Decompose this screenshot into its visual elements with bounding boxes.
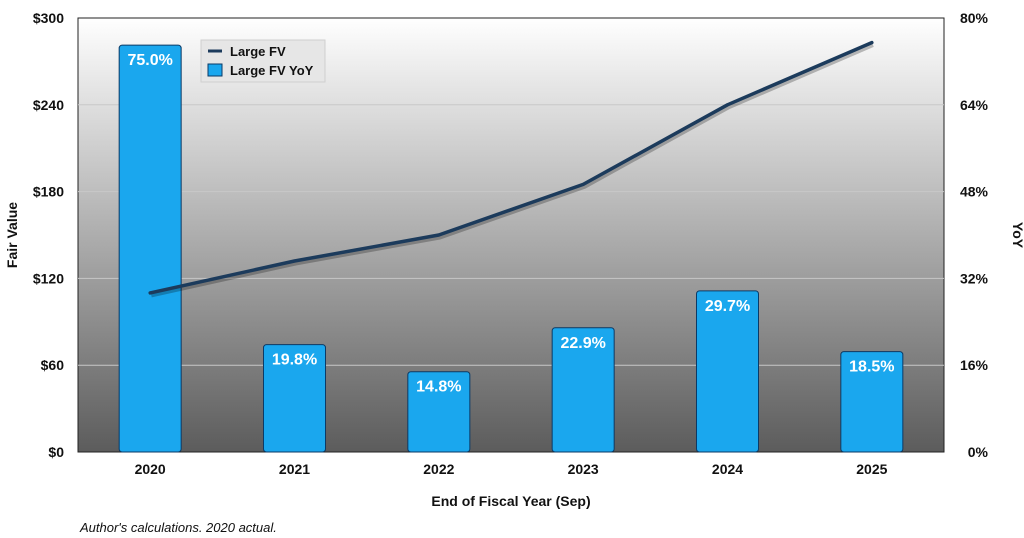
bar — [840, 351, 904, 453]
x-tick-label: 2025 — [856, 461, 887, 477]
x-axis-title: End of Fiscal Year (Sep) — [431, 493, 590, 509]
x-tick-label: 2021 — [279, 461, 310, 477]
bar-value-label: 19.8% — [272, 352, 317, 369]
line-point — [581, 182, 585, 186]
bar — [118, 44, 182, 453]
x-axis-ticks: 2020 2021 2022 2023 2024 2025 — [135, 461, 888, 477]
line-point — [437, 233, 441, 237]
bar-value-label: 22.9% — [560, 335, 605, 352]
x-tick-label: 2024 — [712, 461, 743, 477]
bar — [551, 327, 615, 453]
bar-value-label: 75.0% — [127, 52, 172, 69]
bar-value-label: 14.8% — [416, 379, 461, 396]
legend-label-line: Large FV — [230, 44, 286, 59]
bar-value-label: 29.7% — [705, 298, 750, 315]
line-series-shadow — [150, 42, 874, 298]
bar — [263, 344, 326, 453]
y2-tick-label: 48% — [960, 184, 989, 200]
legend-label-bar: Large FV YoY — [230, 63, 314, 78]
line-point — [293, 259, 296, 263]
y2-axis-ticks: 0% 16% 32% 48% 64% 80% — [960, 10, 989, 460]
legend-bar-swatch — [207, 63, 223, 77]
y2-tick-label: 80% — [960, 10, 989, 26]
legend: Large FV Large FV YoY — [200, 39, 326, 83]
y2-tick-label: 32% — [960, 270, 989, 286]
line-point — [726, 103, 729, 107]
x-tick-label: 2023 — [568, 461, 599, 477]
bar-value-label: 18.5% — [849, 359, 894, 376]
line-point — [148, 291, 152, 295]
y2-tick-label: 64% — [960, 97, 989, 113]
footnote: Author's calculations. 2020 actual. — [79, 520, 277, 535]
bar-labels: 75.0% 19.8% 14.8% 22.9% 29.7% 18.5% — [127, 52, 894, 396]
y-tick-label: $300 — [33, 10, 64, 26]
y-axis-ticks: $0 $60 $120 $180 $240 $300 — [33, 10, 64, 460]
y-tick-label: $120 — [33, 270, 64, 286]
line-series-path — [148, 40, 874, 295]
x-tick-label: 2022 — [423, 461, 454, 477]
y-tick-label: $0 — [48, 444, 64, 460]
y2-tick-label: 16% — [960, 357, 989, 373]
y2-tick-label: 0% — [968, 444, 989, 460]
x-tick-label: 2020 — [135, 461, 166, 477]
y2-axis-title: YoY — [1010, 222, 1024, 249]
y-axis-title: Fair Value — [4, 202, 20, 268]
y-tick-label: $180 — [33, 184, 64, 200]
line-point — [870, 41, 874, 45]
y-tick-label: $240 — [33, 97, 64, 113]
y-tick-label: $60 — [41, 357, 65, 373]
bar — [696, 290, 759, 453]
line-series — [148, 40, 874, 298]
bar — [407, 371, 471, 453]
bars — [118, 44, 904, 453]
plot-area — [77, 17, 945, 453]
